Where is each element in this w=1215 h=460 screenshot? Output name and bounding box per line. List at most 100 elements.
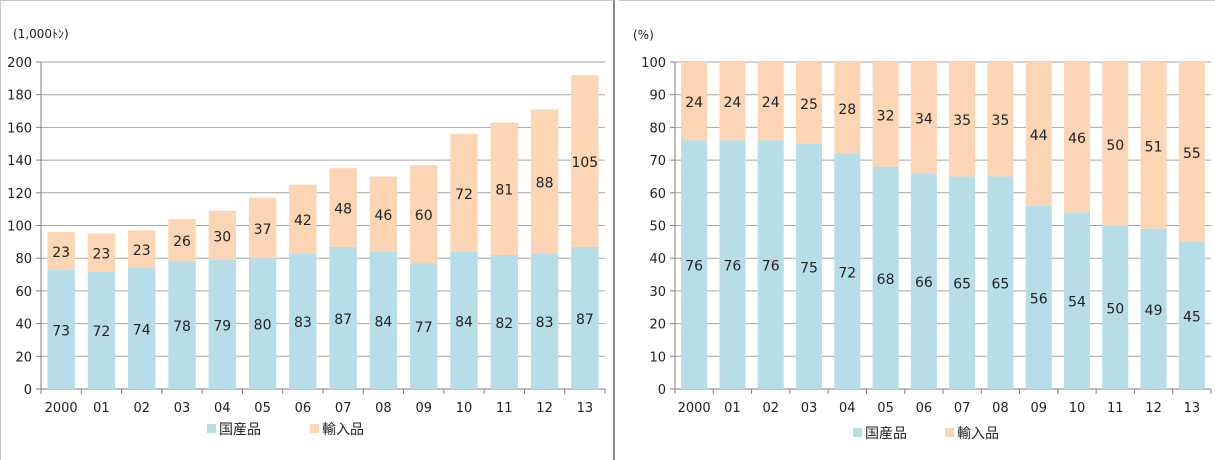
bar-segment-imported (128, 230, 156, 269)
data-label-imported: 28 (838, 102, 856, 118)
legend-swatch-domestic (853, 428, 862, 437)
bar-segment-imported (1178, 62, 1205, 242)
data-label-domestic: 66 (915, 275, 933, 291)
bar-segment-imported (1102, 62, 1129, 226)
bar-segment-domestic (834, 153, 861, 389)
x-tick-label: 02 (762, 401, 779, 416)
x-tick-label: 11 (496, 401, 513, 416)
data-label-imported: 23 (133, 243, 151, 259)
y-tick-label: 70 (649, 154, 666, 169)
y-tick-label: 200 (7, 56, 32, 71)
data-label-domestic: 54 (1068, 295, 1086, 311)
legend-swatch-imported (945, 428, 954, 437)
y-tick-label: 100 (7, 220, 32, 235)
data-label-domestic: 83 (294, 315, 312, 331)
data-label-imported: 34 (915, 112, 933, 128)
data-label-domestic: 82 (495, 316, 513, 332)
x-tick-label: 12 (1145, 401, 1162, 416)
legend-swatch-domestic (207, 424, 216, 433)
bar-segment-imported (949, 62, 976, 177)
bar-segment-imported (410, 165, 438, 264)
data-label-domestic: 76 (724, 259, 742, 275)
bar-segment-domestic (369, 251, 398, 389)
x-tick-label: 06 (295, 401, 312, 416)
data-label-domestic: 72 (838, 265, 856, 281)
legend-label-domestic: 国産品 (219, 422, 261, 438)
bar-segment-imported (87, 233, 116, 272)
data-label-domestic: 83 (536, 315, 554, 331)
volume-stacked-bar-chart: (1,000ﾄﾝ)0204060801001201401601802007323… (7, 27, 606, 438)
data-label-imported: 26 (173, 234, 191, 250)
data-label-imported: 55 (1183, 146, 1201, 162)
data-label-domestic: 77 (415, 320, 433, 336)
x-tick-label: 05 (877, 401, 894, 416)
bar-segment-domestic (719, 140, 746, 389)
bar-segment-imported (208, 210, 236, 260)
data-label-domestic: 49 (1145, 303, 1163, 319)
data-label-imported: 81 (495, 183, 513, 199)
bar-segment-imported (681, 62, 708, 141)
data-label-imported: 23 (52, 245, 70, 261)
bar-segment-domestic (450, 251, 478, 389)
data-label-imported: 72 (455, 187, 473, 203)
bar-segment-imported (450, 133, 478, 252)
bar-segment-domestic (490, 254, 518, 389)
data-label-imported: 35 (953, 113, 971, 129)
bar-segment-imported (834, 62, 861, 154)
bar-segment-imported (1140, 62, 1167, 229)
data-label-domestic: 76 (685, 259, 703, 275)
data-label-domestic: 56 (1030, 291, 1048, 307)
x-tick-label: 05 (254, 401, 271, 416)
bar-segment-domestic (248, 258, 277, 389)
legend-swatch-imported (310, 424, 319, 433)
data-label-imported: 24 (685, 95, 703, 111)
data-label-domestic: 87 (334, 312, 352, 328)
data-label-imported: 24 (762, 95, 780, 111)
bar-segment-domestic (47, 269, 75, 389)
bar-segment-domestic (949, 176, 976, 389)
legend-label-domestic: 国産品 (865, 426, 907, 442)
data-label-domestic: 68 (877, 272, 895, 288)
bar-segment-imported (910, 62, 937, 174)
x-tick-label: 09 (415, 401, 432, 416)
x-tick-label: 10 (1069, 401, 1086, 416)
x-tick-label: 01 (724, 401, 741, 416)
data-label-domestic: 79 (213, 318, 231, 334)
data-label-imported: 60 (415, 208, 433, 224)
y-tick-label: 90 (649, 89, 666, 104)
bar-segment-domestic (329, 246, 357, 389)
bar-segment-domestic (128, 268, 156, 389)
y-tick-label: 80 (15, 252, 32, 267)
data-label-imported: 88 (536, 175, 554, 191)
x-tick-label: 09 (1030, 401, 1047, 416)
bar-segment-domestic (757, 140, 784, 389)
y-tick-label: 50 (649, 220, 666, 235)
x-tick-label: 10 (456, 401, 473, 416)
data-label-imported: 24 (724, 95, 742, 111)
x-tick-label: 04 (839, 401, 856, 416)
share-chart-panel: (%) 0 10 20 30 40 50 60 70 80 90 100 76 24 2000 76 24 01 7… (619, 0, 1215, 460)
x-tick-label: 13 (1184, 401, 1201, 416)
bar-segment-domestic (795, 143, 823, 389)
bar-segment-imported (795, 62, 823, 144)
y-tick-label: 140 (7, 154, 32, 169)
bar-segment-domestic (1025, 205, 1052, 389)
bar-segment-domestic (1178, 241, 1205, 389)
y-tick-label: 60 (15, 285, 32, 300)
x-tick-label: 03 (174, 401, 191, 416)
legend-label-imported: 輸入品 (957, 426, 999, 442)
data-label-imported: 23 (93, 246, 111, 262)
data-label-imported: 32 (877, 108, 895, 124)
data-label-domestic: 75 (800, 260, 818, 276)
data-label-imported: 37 (254, 222, 272, 238)
x-tick-label: 02 (133, 401, 150, 416)
y-tick-label: 0 (24, 383, 32, 398)
x-tick-label: 11 (1107, 401, 1124, 416)
bar-segment-domestic (530, 253, 559, 389)
bar-segment-domestic (1063, 212, 1091, 389)
bar-segment-domestic (208, 259, 236, 389)
data-label-domestic: 72 (93, 324, 111, 340)
x-tick-label: 07 (954, 401, 971, 416)
bar-segment-imported (369, 176, 398, 252)
bar-segment-domestic (87, 271, 116, 389)
